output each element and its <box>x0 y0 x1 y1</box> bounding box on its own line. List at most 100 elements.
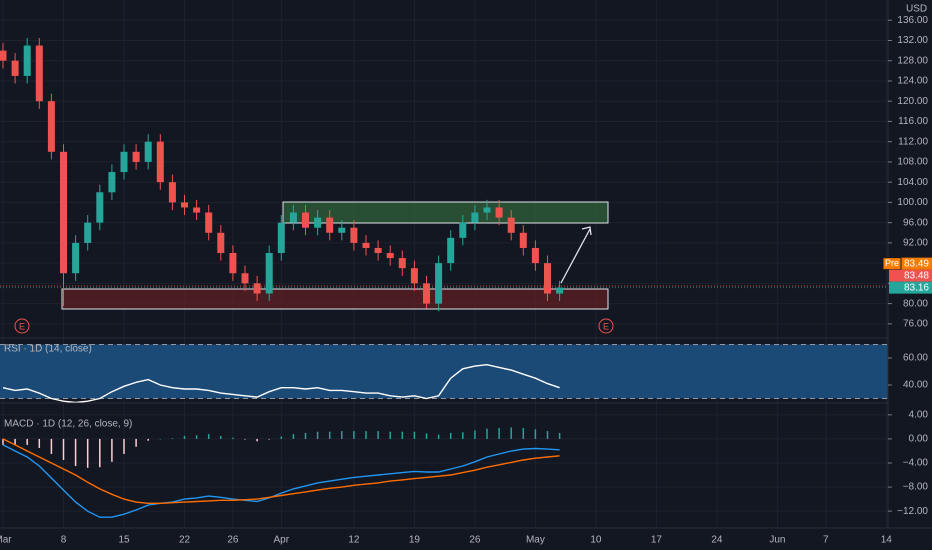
candle-body <box>193 207 201 213</box>
x-tick-label: 15 <box>118 535 130 546</box>
histogram-bar <box>449 432 452 439</box>
candle-body <box>435 263 443 304</box>
y-tick-label: 76.00 <box>903 318 928 329</box>
candle-body <box>374 247 382 254</box>
price-label: 83.16 <box>904 282 929 293</box>
x-tick-label: 17 <box>651 535 663 546</box>
y-tick-label: −12.00 <box>897 506 928 517</box>
candle-body <box>132 151 140 162</box>
histogram-bar <box>558 432 561 439</box>
histogram-bar <box>365 431 367 439</box>
x-tick-label: Mar <box>0 535 12 546</box>
x-tick-label: 26 <box>469 535 481 546</box>
candle-body <box>144 141 152 162</box>
price-label-box <box>889 269 932 282</box>
candle-body <box>386 253 394 259</box>
histogram-bar <box>147 438 149 441</box>
y-tick-label: 96.00 <box>903 217 928 228</box>
histogram-bar <box>135 438 137 447</box>
candle-body <box>459 222 467 238</box>
macd-title: MACD · 1D (12, 26, close, 9) <box>4 419 132 430</box>
candle-body <box>0 50 7 61</box>
histogram-bar <box>353 431 355 439</box>
x-tick-label: 19 <box>409 535 421 546</box>
candle-body <box>519 232 527 248</box>
candle-body <box>84 222 92 243</box>
x-tick-label: 8 <box>61 535 67 546</box>
histogram-bar <box>425 433 428 439</box>
price-label: 83.48 <box>904 270 929 281</box>
y-tick-label: 92.00 <box>903 238 928 249</box>
histogram-bar <box>522 428 525 439</box>
histogram-bar <box>123 438 125 454</box>
price-label-box <box>889 281 932 294</box>
histogram-bar <box>195 435 198 439</box>
histogram-bar <box>498 428 500 439</box>
candle-body <box>289 212 297 223</box>
histogram-bar <box>256 438 258 442</box>
candle-body <box>96 192 104 223</box>
macd-line <box>2 438 560 504</box>
histogram-bar <box>232 437 234 439</box>
y-tick-label: −4.00 <box>903 458 929 469</box>
y-tick-label: −8.00 <box>903 482 929 493</box>
histogram-bar <box>280 436 283 439</box>
resistance-zone[interactable] <box>282 201 609 224</box>
histogram-bar <box>171 438 174 439</box>
support-zone[interactable] <box>61 288 609 310</box>
x-tick-label: May <box>526 535 545 546</box>
rsi-band <box>0 344 888 399</box>
histogram-bar <box>244 438 246 440</box>
x-tick-label: 14 <box>881 535 893 546</box>
candle-body <box>556 287 564 294</box>
candle-body <box>326 217 334 233</box>
candle-body <box>35 45 43 102</box>
y-tick-label: 4.00 <box>909 409 929 420</box>
histogram-bar <box>38 438 41 448</box>
histogram-bar <box>316 431 319 439</box>
histogram-bar <box>328 431 331 439</box>
rsi-line <box>2 363 560 404</box>
y-tick-label: 124.00 <box>897 76 928 87</box>
candle-body <box>253 283 261 294</box>
candle-body <box>410 268 418 284</box>
candle-body <box>362 242 370 248</box>
candle-body <box>265 253 273 294</box>
histogram-bar <box>292 434 295 439</box>
candle-body <box>495 207 503 218</box>
histogram-bar <box>413 431 416 439</box>
y-tick-label: 108.00 <box>897 157 928 168</box>
macd-line <box>2 444 560 518</box>
arrow-head <box>581 226 592 236</box>
earnings-label: E <box>603 321 609 331</box>
histogram-bar <box>304 432 307 439</box>
candle-body <box>241 273 249 284</box>
candle-body <box>544 263 551 294</box>
candle-body <box>156 141 164 183</box>
candle-body <box>471 212 479 223</box>
marks <box>0 37 564 518</box>
candle-body <box>531 247 539 264</box>
histogram-bar <box>159 438 162 440</box>
histogram-bar <box>437 434 440 439</box>
histogram-bar <box>389 431 391 439</box>
x-tick-label: 22 <box>179 535 191 546</box>
x-tick-label: 7 <box>823 535 829 546</box>
candle-body <box>423 283 430 304</box>
y-tick-label: 60.00 <box>903 353 928 364</box>
y-tick-label: 0.00 <box>909 434 929 445</box>
candle-body <box>217 232 225 254</box>
candle-body <box>47 101 55 152</box>
projection-arrow[interactable] <box>560 228 591 284</box>
candle-body <box>181 202 188 208</box>
candle-body <box>302 212 309 228</box>
x-tick-label: 24 <box>711 535 723 546</box>
histogram-bar <box>341 431 343 439</box>
grid <box>0 0 888 528</box>
histogram-bar <box>486 428 488 439</box>
candle-body <box>60 151 67 274</box>
histogram-bar <box>377 431 379 439</box>
y-tick-label: 116.00 <box>898 116 928 127</box>
